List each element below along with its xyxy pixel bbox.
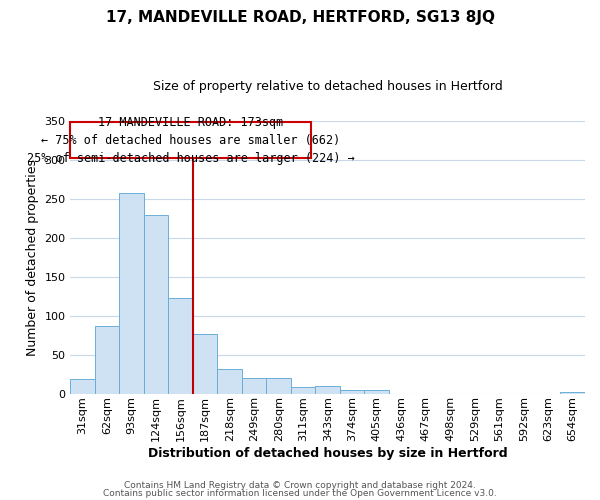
Bar (217, 368, 242, 394)
FancyBboxPatch shape (70, 122, 311, 158)
Y-axis label: Number of detached properties: Number of detached properties (26, 158, 39, 356)
Bar (119, 193, 144, 394)
Bar (242, 378, 266, 394)
Bar (169, 298, 193, 394)
Text: Contains HM Land Registry data © Crown copyright and database right 2024.: Contains HM Land Registry data © Crown c… (124, 481, 476, 490)
Text: 17, MANDEVILLE ROAD, HERTFORD, SG13 8JQ: 17, MANDEVILLE ROAD, HERTFORD, SG13 8JQ (106, 10, 494, 25)
Bar (316, 386, 340, 394)
Bar (95, 326, 119, 394)
Bar (193, 334, 217, 394)
Bar (70, 378, 95, 394)
Bar (144, 215, 169, 394)
Text: 17 MANDEVILLE ROAD: 173sqm
← 75% of detached houses are smaller (662)
25% of sem: 17 MANDEVILLE ROAD: 173sqm ← 75% of deta… (26, 116, 355, 164)
Bar (560, 392, 585, 394)
Bar (340, 390, 364, 394)
X-axis label: Distribution of detached houses by size in Hertford: Distribution of detached houses by size … (148, 447, 508, 460)
Bar (291, 386, 316, 394)
Bar (364, 390, 389, 394)
Title: Size of property relative to detached houses in Hertford: Size of property relative to detached ho… (153, 80, 503, 93)
Text: Contains public sector information licensed under the Open Government Licence v3: Contains public sector information licen… (103, 488, 497, 498)
Bar (266, 378, 291, 394)
